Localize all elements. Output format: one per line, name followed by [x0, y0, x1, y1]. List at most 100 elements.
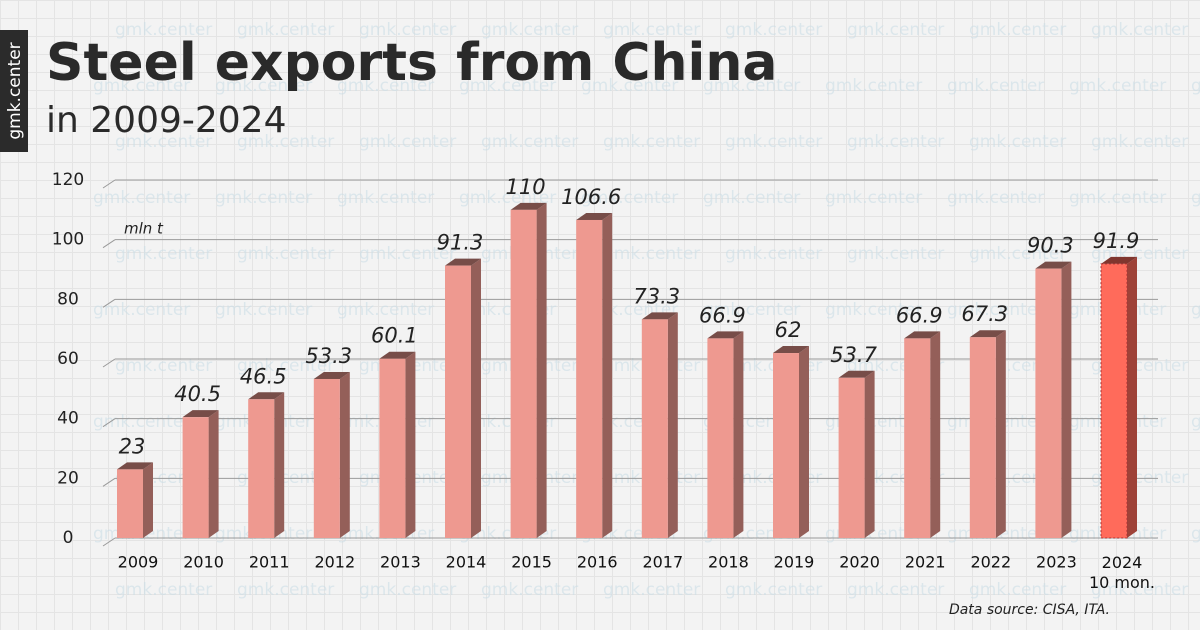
watermark: gmk.center: [847, 244, 944, 264]
watermark: gmk.center: [115, 244, 212, 264]
watermark: gmk.center: [603, 20, 700, 40]
bar-top: [1101, 256, 1137, 264]
bar: [707, 338, 734, 538]
grid-line: [102, 239, 116, 249]
bar-top: [773, 346, 809, 354]
x-tick-label: 2022: [970, 553, 1011, 572]
watermark: gmk.center: [825, 300, 922, 320]
bar: [641, 319, 668, 538]
value-label: 53.3: [305, 344, 352, 368]
watermark: gmk.center: [725, 580, 822, 600]
watermark: gmk.center: [581, 188, 678, 208]
watermark: gmk.center: [847, 132, 944, 152]
watermark: gmk.center: [825, 76, 922, 96]
bar: [904, 338, 931, 538]
watermark: gmk.center: [237, 20, 334, 40]
x-tick-label: 2020: [839, 553, 880, 572]
watermark: gmk.center: [725, 20, 822, 40]
watermark: gmk.center: [847, 20, 944, 40]
y-tick-label: 20: [57, 468, 79, 488]
value-label: 91.9: [1093, 229, 1140, 253]
value-label: 90.3: [1027, 234, 1074, 258]
x-tick-label: 2018: [708, 553, 749, 572]
brand: gmk.center: [5, 42, 25, 139]
bar-side: [1127, 256, 1137, 538]
value-label: 66.9: [699, 303, 746, 327]
bar-side: [208, 410, 219, 538]
grid-line: [102, 179, 116, 189]
watermark: gmk.center: [459, 76, 556, 96]
watermark: gmk.center: [1191, 412, 1200, 432]
watermark: gmk.center: [969, 132, 1066, 152]
watermark: gmk.center: [703, 300, 800, 320]
bar-side: [1061, 261, 1072, 538]
bar-top: [117, 462, 153, 470]
watermark: gmk.center: [1069, 188, 1166, 208]
watermark: gmk.center: [215, 76, 312, 96]
bar-top: [182, 410, 219, 418]
grid-line: [102, 477, 116, 487]
bar: [1100, 263, 1128, 539]
source: Data source: CISA, ITA.: [949, 602, 1110, 618]
watermark: gmk.center: [1091, 20, 1188, 40]
bar-top: [969, 330, 1006, 338]
x-tick-label: 2011: [249, 553, 290, 572]
bar-top: [707, 331, 744, 339]
bar-side: [405, 351, 416, 538]
y-tick-label: 80: [57, 289, 79, 309]
bar: [313, 378, 340, 538]
watermark: gmk.center: [93, 188, 190, 208]
x-tick-label: 2013: [380, 553, 421, 572]
grid-line: [102, 418, 116, 428]
watermark: gmk.center: [93, 412, 190, 432]
x-tick-label: 2019: [774, 553, 815, 572]
watermark: gmk.center: [115, 132, 212, 152]
bar-top: [838, 370, 875, 378]
watermark: gmk.center: [1191, 524, 1200, 544]
bar-side: [995, 330, 1006, 538]
watermark: gmk.center: [1191, 188, 1200, 208]
watermark: gmk.center: [1091, 580, 1188, 600]
unit-label: mln t: [124, 220, 164, 238]
y-tick-label: 60: [57, 349, 79, 369]
bar: [117, 469, 143, 538]
grid-line: [102, 358, 116, 368]
bar-top: [510, 202, 547, 210]
bar: [838, 377, 865, 538]
watermark: gmk.center: [725, 244, 822, 264]
watermark: gmk.center: [603, 244, 700, 264]
watermark: gmk.center: [481, 20, 578, 40]
y-tick-label: 120: [52, 170, 84, 190]
bar-side: [799, 346, 809, 538]
bar-side: [864, 370, 875, 538]
bar: [969, 337, 996, 538]
watermark: gmk.center: [359, 244, 456, 264]
watermark: gmk.center: [603, 580, 700, 600]
watermark: gmk.center: [93, 300, 190, 320]
value-label: 60.1: [371, 324, 418, 348]
chart-title: Steel exports from China: [46, 33, 777, 93]
watermark: gmk.center: [93, 76, 190, 96]
watermark: gmk.center: [847, 580, 944, 600]
watermark: gmk.center: [337, 300, 434, 320]
watermark: gmk.center: [359, 20, 456, 40]
value-label: 53.7: [830, 343, 877, 367]
y-tick-label: 40: [57, 409, 79, 429]
value-label: 106.6: [561, 185, 621, 209]
x-tick-label: 2010: [183, 553, 224, 572]
watermark: gmk.center: [481, 580, 578, 600]
bar: [182, 417, 209, 538]
bar-top: [313, 371, 350, 379]
watermark: gmk.center: [703, 76, 800, 96]
value-label: 66.9: [896, 303, 943, 327]
watermark: gmk.center: [969, 580, 1066, 600]
watermark: gmk.center: [337, 188, 434, 208]
x-tick-label: 2014: [446, 553, 487, 572]
value-label: 67.3: [961, 302, 1008, 326]
watermark: gmk.center: [947, 300, 1044, 320]
watermark: gmk.center: [603, 132, 700, 152]
bar-top: [379, 351, 416, 359]
x-tick-label: 2012: [314, 553, 355, 572]
bar-top: [576, 212, 613, 220]
value-label: 23: [119, 434, 146, 458]
